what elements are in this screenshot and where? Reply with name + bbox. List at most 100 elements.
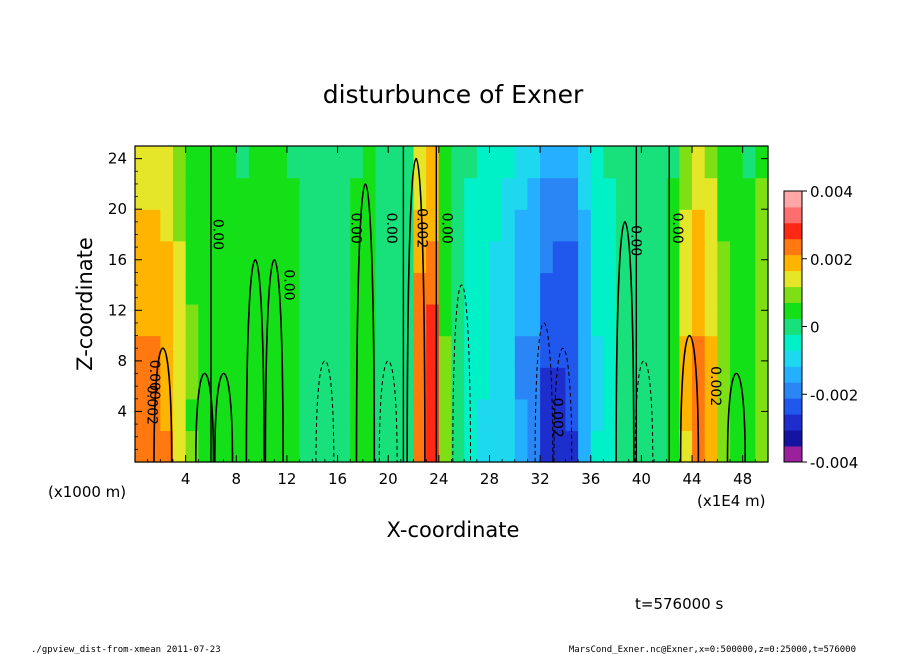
field-cell	[590, 367, 605, 400]
field-cell	[742, 398, 756, 431]
field-cell	[198, 272, 212, 305]
field-cell	[198, 430, 212, 463]
field-cell	[312, 335, 326, 368]
field-cell	[641, 430, 655, 463]
x-tick-label: 12	[277, 470, 296, 488]
field-cell	[654, 240, 668, 273]
contour-label: 0.00	[280, 269, 296, 300]
field-cell	[135, 209, 149, 242]
field-cell	[565, 304, 579, 337]
contour-line	[245, 258, 265, 463]
field-cell	[198, 335, 212, 368]
field-cell	[514, 430, 529, 463]
field-cell	[654, 367, 668, 400]
field-cell	[742, 146, 756, 179]
field-cell	[730, 272, 744, 305]
field-cell	[236, 430, 250, 463]
field-cell	[616, 367, 630, 400]
field-cell	[299, 272, 313, 305]
field-cell	[641, 304, 655, 337]
field-cell	[755, 240, 769, 273]
field-cell	[185, 146, 199, 179]
field-cell	[578, 430, 592, 463]
field-cell	[514, 209, 529, 242]
field-cell	[400, 146, 415, 179]
field-cell	[324, 209, 339, 242]
field-cell	[755, 430, 769, 463]
field-cell	[375, 177, 389, 210]
field-cell	[540, 240, 554, 273]
field-cell	[160, 430, 174, 463]
field-cell	[185, 367, 199, 400]
field-cell	[565, 335, 579, 368]
field-cell	[527, 304, 541, 337]
field-cell	[438, 209, 453, 242]
field-cell	[527, 240, 541, 273]
field-cell	[274, 398, 288, 431]
colorbar-tick-label: -0.004	[810, 454, 858, 472]
field-cell	[312, 240, 326, 273]
field-cell	[324, 398, 339, 431]
field-cell	[451, 398, 465, 431]
field-cell	[704, 146, 718, 179]
field-cell	[704, 367, 718, 400]
field-cell	[464, 430, 478, 463]
field-cell	[172, 272, 187, 305]
field-cell	[248, 335, 263, 368]
field-cell	[489, 146, 503, 179]
field-cell	[286, 146, 301, 179]
field-cell	[324, 272, 339, 305]
field-cell	[375, 272, 389, 305]
field-cell	[692, 177, 706, 210]
field-cell	[742, 335, 756, 368]
field-cell	[603, 367, 617, 400]
field-cell	[730, 177, 744, 210]
field-cell	[464, 209, 478, 242]
field-cell	[312, 146, 326, 179]
field-cell	[362, 272, 377, 305]
field-cell	[274, 240, 288, 273]
field-cell	[223, 398, 237, 431]
field-cell	[628, 335, 642, 368]
colorbar-segment	[784, 414, 802, 431]
field-cell	[337, 367, 351, 400]
field-cell	[514, 367, 529, 400]
field-cell	[540, 272, 554, 305]
field-cell	[679, 177, 693, 210]
field-cell	[147, 367, 161, 400]
field-cell	[375, 240, 389, 273]
field-cell	[223, 177, 237, 210]
field-cell	[185, 177, 199, 210]
field-cell	[261, 209, 275, 242]
field-cell	[527, 367, 541, 400]
field-cell	[337, 272, 351, 305]
field-cell	[730, 367, 744, 400]
field-cell	[286, 240, 301, 273]
field-cell	[160, 335, 174, 368]
field-cell	[286, 272, 301, 305]
field-cell	[616, 430, 630, 463]
field-cell	[426, 398, 440, 431]
field-cell	[603, 240, 617, 273]
field-cell	[552, 146, 567, 179]
field-cell	[540, 430, 554, 463]
field-cell	[666, 304, 680, 337]
field-cell	[223, 304, 237, 337]
field-cell	[388, 240, 402, 273]
field-cell	[388, 367, 402, 400]
field-cell	[502, 367, 516, 400]
field-cell	[552, 177, 567, 210]
field-cell	[755, 272, 769, 305]
field-cell	[451, 367, 465, 400]
field-cell	[236, 398, 250, 431]
y-tick-label: 12	[108, 301, 127, 319]
field-cell	[514, 272, 529, 305]
field-cell	[286, 177, 301, 210]
field-cell	[654, 335, 668, 368]
y-axis-ticks: 4 8 12 16 20 24	[108, 150, 768, 450]
field-cell	[185, 240, 199, 273]
field-cell	[641, 146, 655, 179]
field-cell	[730, 304, 744, 337]
y-tick-label: 8	[117, 352, 127, 370]
field-cell	[248, 209, 263, 242]
